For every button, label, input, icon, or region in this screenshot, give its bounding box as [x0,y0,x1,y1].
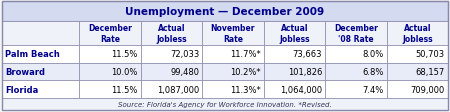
Bar [2,98,448,110]
Text: December
'08 Rate: December '08 Rate [334,24,378,43]
Bar [325,63,387,81]
Text: 50,703: 50,703 [416,50,445,59]
Text: 99,480: 99,480 [170,67,199,76]
Text: November
Rate: November Rate [211,24,255,43]
Bar [2,63,79,81]
Bar [264,46,325,63]
Text: 11.5%: 11.5% [112,85,138,94]
Bar [202,22,264,46]
Text: Broward: Broward [5,67,45,76]
Text: 11.5%: 11.5% [112,50,138,59]
Bar [141,22,202,46]
Text: 68,157: 68,157 [416,67,445,76]
Bar [325,81,387,98]
Bar [2,46,79,63]
Text: 8.0%: 8.0% [362,50,383,59]
Bar [264,22,325,46]
Text: Actual
Jobless: Actual Jobless [402,24,432,43]
Bar [264,81,325,98]
Text: Source: Florida's Agency for Workforce Innovation. *Revised.: Source: Florida's Agency for Workforce I… [118,101,332,107]
Bar [79,63,141,81]
Text: 709,000: 709,000 [411,85,445,94]
Text: December
Rate: December Rate [88,24,132,43]
Bar [79,81,141,98]
Bar [141,46,202,63]
Bar [387,22,448,46]
Bar [202,81,264,98]
Text: 7.4%: 7.4% [362,85,383,94]
Bar [2,81,79,98]
Text: 101,826: 101,826 [288,67,322,76]
Text: Palm Beach: Palm Beach [5,50,60,59]
Text: 10.0%: 10.0% [112,67,138,76]
Bar [141,81,202,98]
Bar [141,63,202,81]
Bar [2,2,448,22]
Text: 11.7%*: 11.7%* [230,50,261,59]
Bar [2,22,79,46]
Bar [79,22,141,46]
Bar [202,46,264,63]
Text: 11.3%*: 11.3%* [230,85,261,94]
Bar [325,46,387,63]
Bar [79,46,141,63]
Text: 10.2%*: 10.2%* [230,67,261,76]
Text: 6.8%: 6.8% [362,67,383,76]
Bar [387,81,448,98]
Text: Actual
Jobless: Actual Jobless [279,24,310,43]
Text: 72,033: 72,033 [170,50,199,59]
Text: 1,087,000: 1,087,000 [157,85,199,94]
Text: Actual
Jobless: Actual Jobless [156,24,187,43]
Text: 1,064,000: 1,064,000 [280,85,322,94]
Bar [264,63,325,81]
Text: Unemployment — December 2009: Unemployment — December 2009 [126,7,324,17]
Bar [387,63,448,81]
Bar [387,46,448,63]
Bar [325,22,387,46]
Text: 73,663: 73,663 [292,50,322,59]
Bar [202,63,264,81]
Text: Florida: Florida [5,85,38,94]
